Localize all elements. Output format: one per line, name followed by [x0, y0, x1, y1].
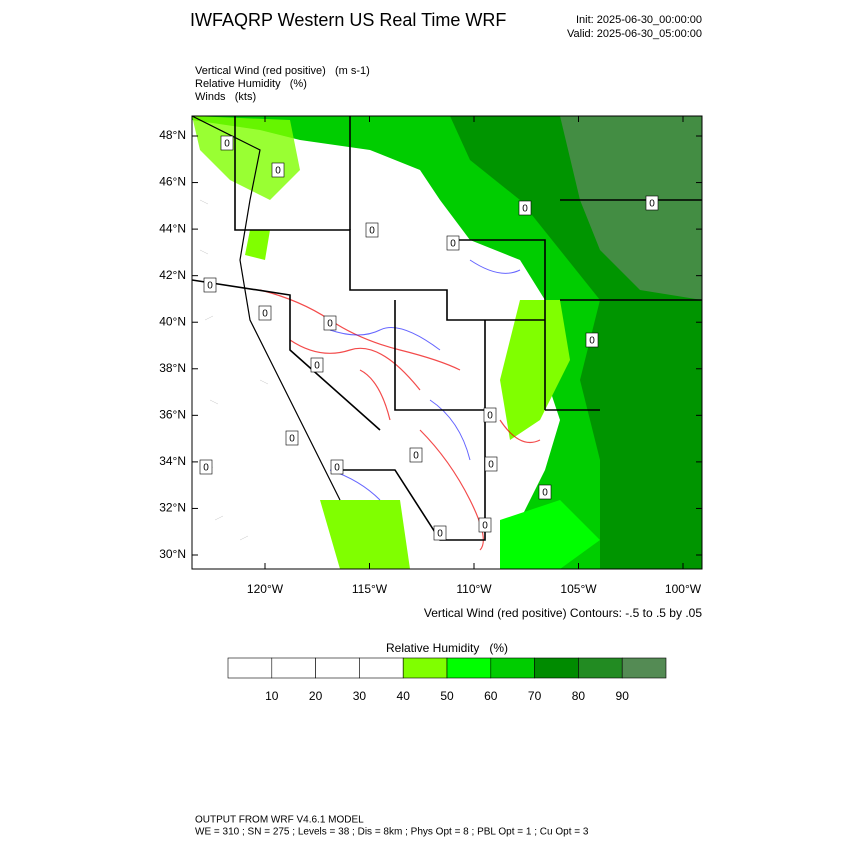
colorbar-label: 40: [397, 689, 411, 703]
contour-label-box: [585, 332, 599, 348]
contour-label-box: [365, 222, 379, 238]
colorbar-box: [359, 657, 404, 679]
contour-label: 0: [589, 336, 595, 347]
contour-label: 0: [289, 434, 295, 445]
colorbar-box: [227, 657, 273, 679]
contour-label: 0: [542, 488, 548, 499]
contour-labels: 0 0 0 0 0 0 0 0 0 0 0 0 0 0 0 0 0 0 0 0: [199, 135, 659, 541]
contour-label-box: [433, 525, 447, 541]
lat-label: 40°N: [159, 314, 186, 328]
contour-label: 0: [262, 309, 268, 320]
colorbar-box: [621, 657, 667, 679]
contour-label: 0: [314, 361, 320, 372]
lon-label: 105°W: [560, 582, 597, 596]
contour-label: 0: [327, 319, 333, 330]
lat-label: 38°N: [159, 361, 186, 375]
colorbar-box: [446, 657, 492, 679]
contour-label: 0: [522, 204, 528, 215]
contour-label: 0: [369, 226, 375, 237]
colorbar-box: [534, 657, 579, 679]
lat-label: 32°N: [159, 501, 186, 515]
contour-label-box: [538, 484, 552, 500]
valid-time: Valid: 2025-06-30_05:00:00: [567, 28, 702, 40]
contour-label: 0: [334, 463, 340, 474]
lat-label: 46°N: [159, 175, 186, 189]
lon-label: 110°W: [456, 582, 492, 596]
contour-note: Vertical Wind (red positive) Contours: -…: [424, 606, 702, 620]
contour-label-box: [446, 235, 460, 251]
map-frame: [191, 115, 703, 570]
colorbar-box: [402, 657, 448, 679]
colorbar-box: [490, 657, 535, 679]
contour-label-box: [258, 305, 272, 321]
footer: OUTPUT FROM WRF V4.6.1 MODEL: [195, 815, 364, 826]
contour-label: 0: [203, 463, 209, 474]
contour-label-box: [409, 447, 423, 463]
contour-label-box: [323, 315, 337, 331]
contour-label-box: [484, 456, 498, 472]
contour-label-box: [220, 135, 234, 151]
colorbar-label: 50: [440, 689, 454, 703]
lat-label: 48°N: [159, 128, 186, 142]
title: IWFAQRP Western US Real Time WRF: [190, 10, 506, 30]
colorbar-label: 90: [616, 689, 630, 703]
footer: WE = 310 ; SN = 275 ; Levels = 38 ; Dis …: [195, 827, 589, 838]
contour-label: 0: [487, 411, 493, 422]
contour-label: 0: [488, 460, 494, 471]
lon-label: 100°W: [665, 582, 702, 596]
contour-label-box: [330, 459, 344, 475]
lat-label: 42°N: [159, 268, 186, 282]
lat-label: 30°N: [159, 547, 186, 561]
contour-label-box: [199, 459, 213, 475]
contour-label-box: [645, 195, 659, 211]
colorbar-label: 60: [484, 689, 498, 703]
contour-label: 0: [437, 529, 443, 540]
contour-label-box: [285, 430, 299, 446]
lat-label: 44°N: [159, 221, 186, 235]
colorbar-box: [315, 657, 360, 679]
lon-label: 120°W: [247, 582, 284, 596]
contour-label-box: [478, 517, 492, 533]
colorbar-title: Relative Humidity (%): [386, 641, 508, 655]
contour-label-box: [518, 200, 532, 216]
colorbar-label: 10: [265, 689, 279, 703]
field-label: Relative Humidity (%): [195, 78, 307, 90]
contour-label: 0: [450, 239, 456, 250]
field-label: Winds (kts): [195, 91, 256, 103]
contour-label-box: [483, 407, 497, 423]
colorbar-label: 70: [528, 689, 542, 703]
field-label: Vertical Wind (red positive) (m s-1): [195, 65, 370, 77]
contour-label: 0: [649, 199, 655, 210]
colorbar-box: [271, 657, 316, 679]
contour-label: 0: [207, 281, 213, 292]
contour-label-box: [203, 277, 217, 293]
contour-label-box: [271, 162, 285, 178]
colorbar-label: 80: [572, 689, 586, 703]
contour-label: 0: [482, 521, 488, 532]
init-time: Init: 2025-06-30_00:00:00: [576, 14, 702, 26]
lat-label: 34°N: [159, 454, 186, 468]
contour-label: 0: [413, 451, 419, 462]
map-field: [192, 116, 702, 569]
lon-label: 115°W: [352, 582, 388, 596]
colorbar-label: 30: [353, 689, 367, 703]
contour-label-box: [310, 357, 324, 373]
lat-label: 36°N: [159, 408, 186, 422]
colorbar-box: [578, 657, 623, 679]
contour-label: 0: [275, 166, 281, 177]
colorbar-label: 20: [309, 689, 323, 703]
contour-label: 0: [224, 139, 230, 150]
